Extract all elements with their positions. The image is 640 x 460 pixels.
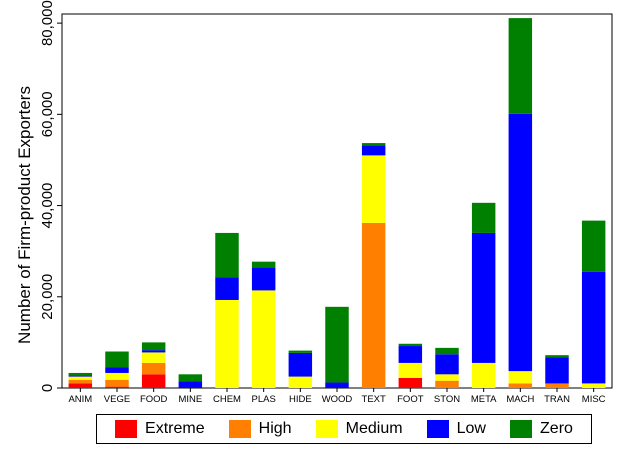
legend-item-extreme: Extreme [115, 420, 205, 438]
x-tick-label: STON [434, 394, 460, 405]
bar-segment-low-hide [288, 352, 313, 377]
bar-segment-low-food [141, 350, 166, 353]
legend: Extreme High Medium Low Zero [96, 414, 592, 444]
x-tick-label: VEGE [104, 394, 130, 405]
bar-segment-low-mine [178, 381, 203, 388]
bar-segment-medium-meta [471, 362, 496, 388]
bar-segment-zero-foot [398, 343, 423, 347]
x-axis: ANIM VEGE FOOD MINE CHEM PLAS HIDE WOOD TEXT FOOT… [68, 388, 606, 405]
bar-segment-low-vege [105, 367, 129, 373]
bar-segment-low-misc [581, 271, 606, 384]
bar-segment-zero-text [361, 143, 386, 146]
bar-segment-low-wood [325, 382, 349, 388]
legend-swatch [426, 420, 449, 438]
bar-segment-medium-chem [215, 299, 239, 388]
x-tick-label: MACH [506, 394, 534, 405]
legend-label: High [258, 420, 292, 437]
bar-segment-high-anim [68, 379, 93, 384]
bar-segment-medium-foot [398, 362, 423, 378]
bar-segment-zero-misc [581, 220, 606, 272]
bar-segment-high-tran [545, 383, 569, 388]
bar-segment-high-mach [508, 383, 533, 388]
bar-segment-low-chem [215, 277, 239, 300]
bar-segment-high-food [141, 362, 166, 375]
legend-swatch [510, 420, 533, 438]
y-tick-label: 40,000 [39, 183, 56, 229]
bar-segment-extreme-foot [398, 377, 423, 388]
bar-segment-low-foot [398, 346, 423, 363]
x-tick-label: FOOD [140, 394, 168, 405]
x-tick-label: PLAS [252, 394, 276, 405]
legend-label: Low [456, 420, 486, 437]
bar-segment-zero-hide [288, 350, 313, 353]
bar-segment-medium-ston [435, 374, 459, 381]
legend-label: Zero [540, 420, 573, 437]
y-tick-label: 80,000 [39, 0, 56, 46]
bars-group [68, 18, 606, 388]
bar-segment-zero-tran [545, 355, 569, 358]
x-tick-label: WOOD [322, 394, 353, 405]
bar-segment-extreme-anim [68, 383, 93, 388]
bar-segment-zero-anim [68, 372, 93, 376]
y-tick-label: 60,000 [39, 91, 56, 137]
bar-segment-medium-text [361, 155, 386, 223]
bar-segment-zero-food [141, 342, 166, 351]
stacked-bar-chart: 0 20,000 40,000 60,000 80,000 ANIM VEGE FOOD MI… [15, 0, 613, 405]
bar-segment-zero-meta [471, 202, 496, 233]
x-tick-label: HIDE [289, 394, 312, 405]
bar-segment-zero-mach [508, 18, 533, 114]
x-tick-label: META [471, 394, 497, 405]
x-tick-label: ANIM [68, 394, 92, 405]
bar-segment-zero-chem [215, 232, 239, 278]
bar-segment-high-vege [105, 379, 129, 387]
bar-segment-medium-anim [68, 376, 93, 380]
x-tick-label: MISC [582, 394, 606, 405]
bar-segment-low-plas [251, 267, 276, 291]
x-tick-label: MINE [178, 394, 202, 405]
legend-swatch [115, 420, 138, 438]
x-tick-label: FOOT [397, 394, 424, 405]
bar-segment-high-text [361, 222, 386, 388]
bar-segment-high-ston [435, 380, 459, 388]
legend-label: Medium [345, 420, 403, 437]
bar-segment-medium-mach [508, 371, 533, 384]
legend-swatch [315, 420, 338, 438]
legend-label: Extreme [145, 420, 205, 437]
bar-segment-medium-plas [251, 290, 276, 388]
bar-segment-medium-misc [581, 383, 606, 388]
bar-segment-low-mach [508, 113, 533, 372]
legend-item-medium: Medium [315, 420, 403, 438]
bar-segment-extreme-vege [105, 386, 129, 388]
y-tick-label: 20,000 [39, 274, 56, 320]
x-tick-label: TEXT [362, 394, 386, 405]
bar-segment-zero-ston [435, 347, 459, 355]
bar-segment-zero-mine [178, 374, 203, 382]
bar-segment-low-text [361, 145, 386, 156]
legend-swatch [228, 420, 251, 438]
bar-segment-low-ston [435, 354, 459, 375]
bar-segment-low-anim [68, 375, 93, 377]
x-tick-label: TRAN [544, 394, 570, 405]
bar-segment-zero-plas [251, 261, 276, 268]
y-tick-label: 0 [39, 384, 56, 392]
bar-segment-medium-food [141, 352, 166, 363]
bar-segment-medium-vege [105, 372, 129, 380]
y-axis-label: Number of Firm-product Exporters [15, 86, 34, 344]
legend-item-low: Low [426, 420, 486, 438]
bar-segment-zero-wood [325, 306, 349, 383]
y-axis: 0 20,000 40,000 60,000 80,000 [39, 0, 62, 392]
bar-segment-low-meta [471, 232, 496, 363]
bar-segment-zero-vege [105, 351, 129, 368]
bar-segment-low-tran [545, 357, 569, 384]
bar-segment-extreme-food [141, 374, 166, 388]
legend-item-high: High [228, 420, 292, 438]
legend-item-zero: Zero [510, 420, 573, 438]
x-tick-label: CHEM [213, 394, 241, 405]
bar-segment-medium-hide [288, 376, 313, 388]
